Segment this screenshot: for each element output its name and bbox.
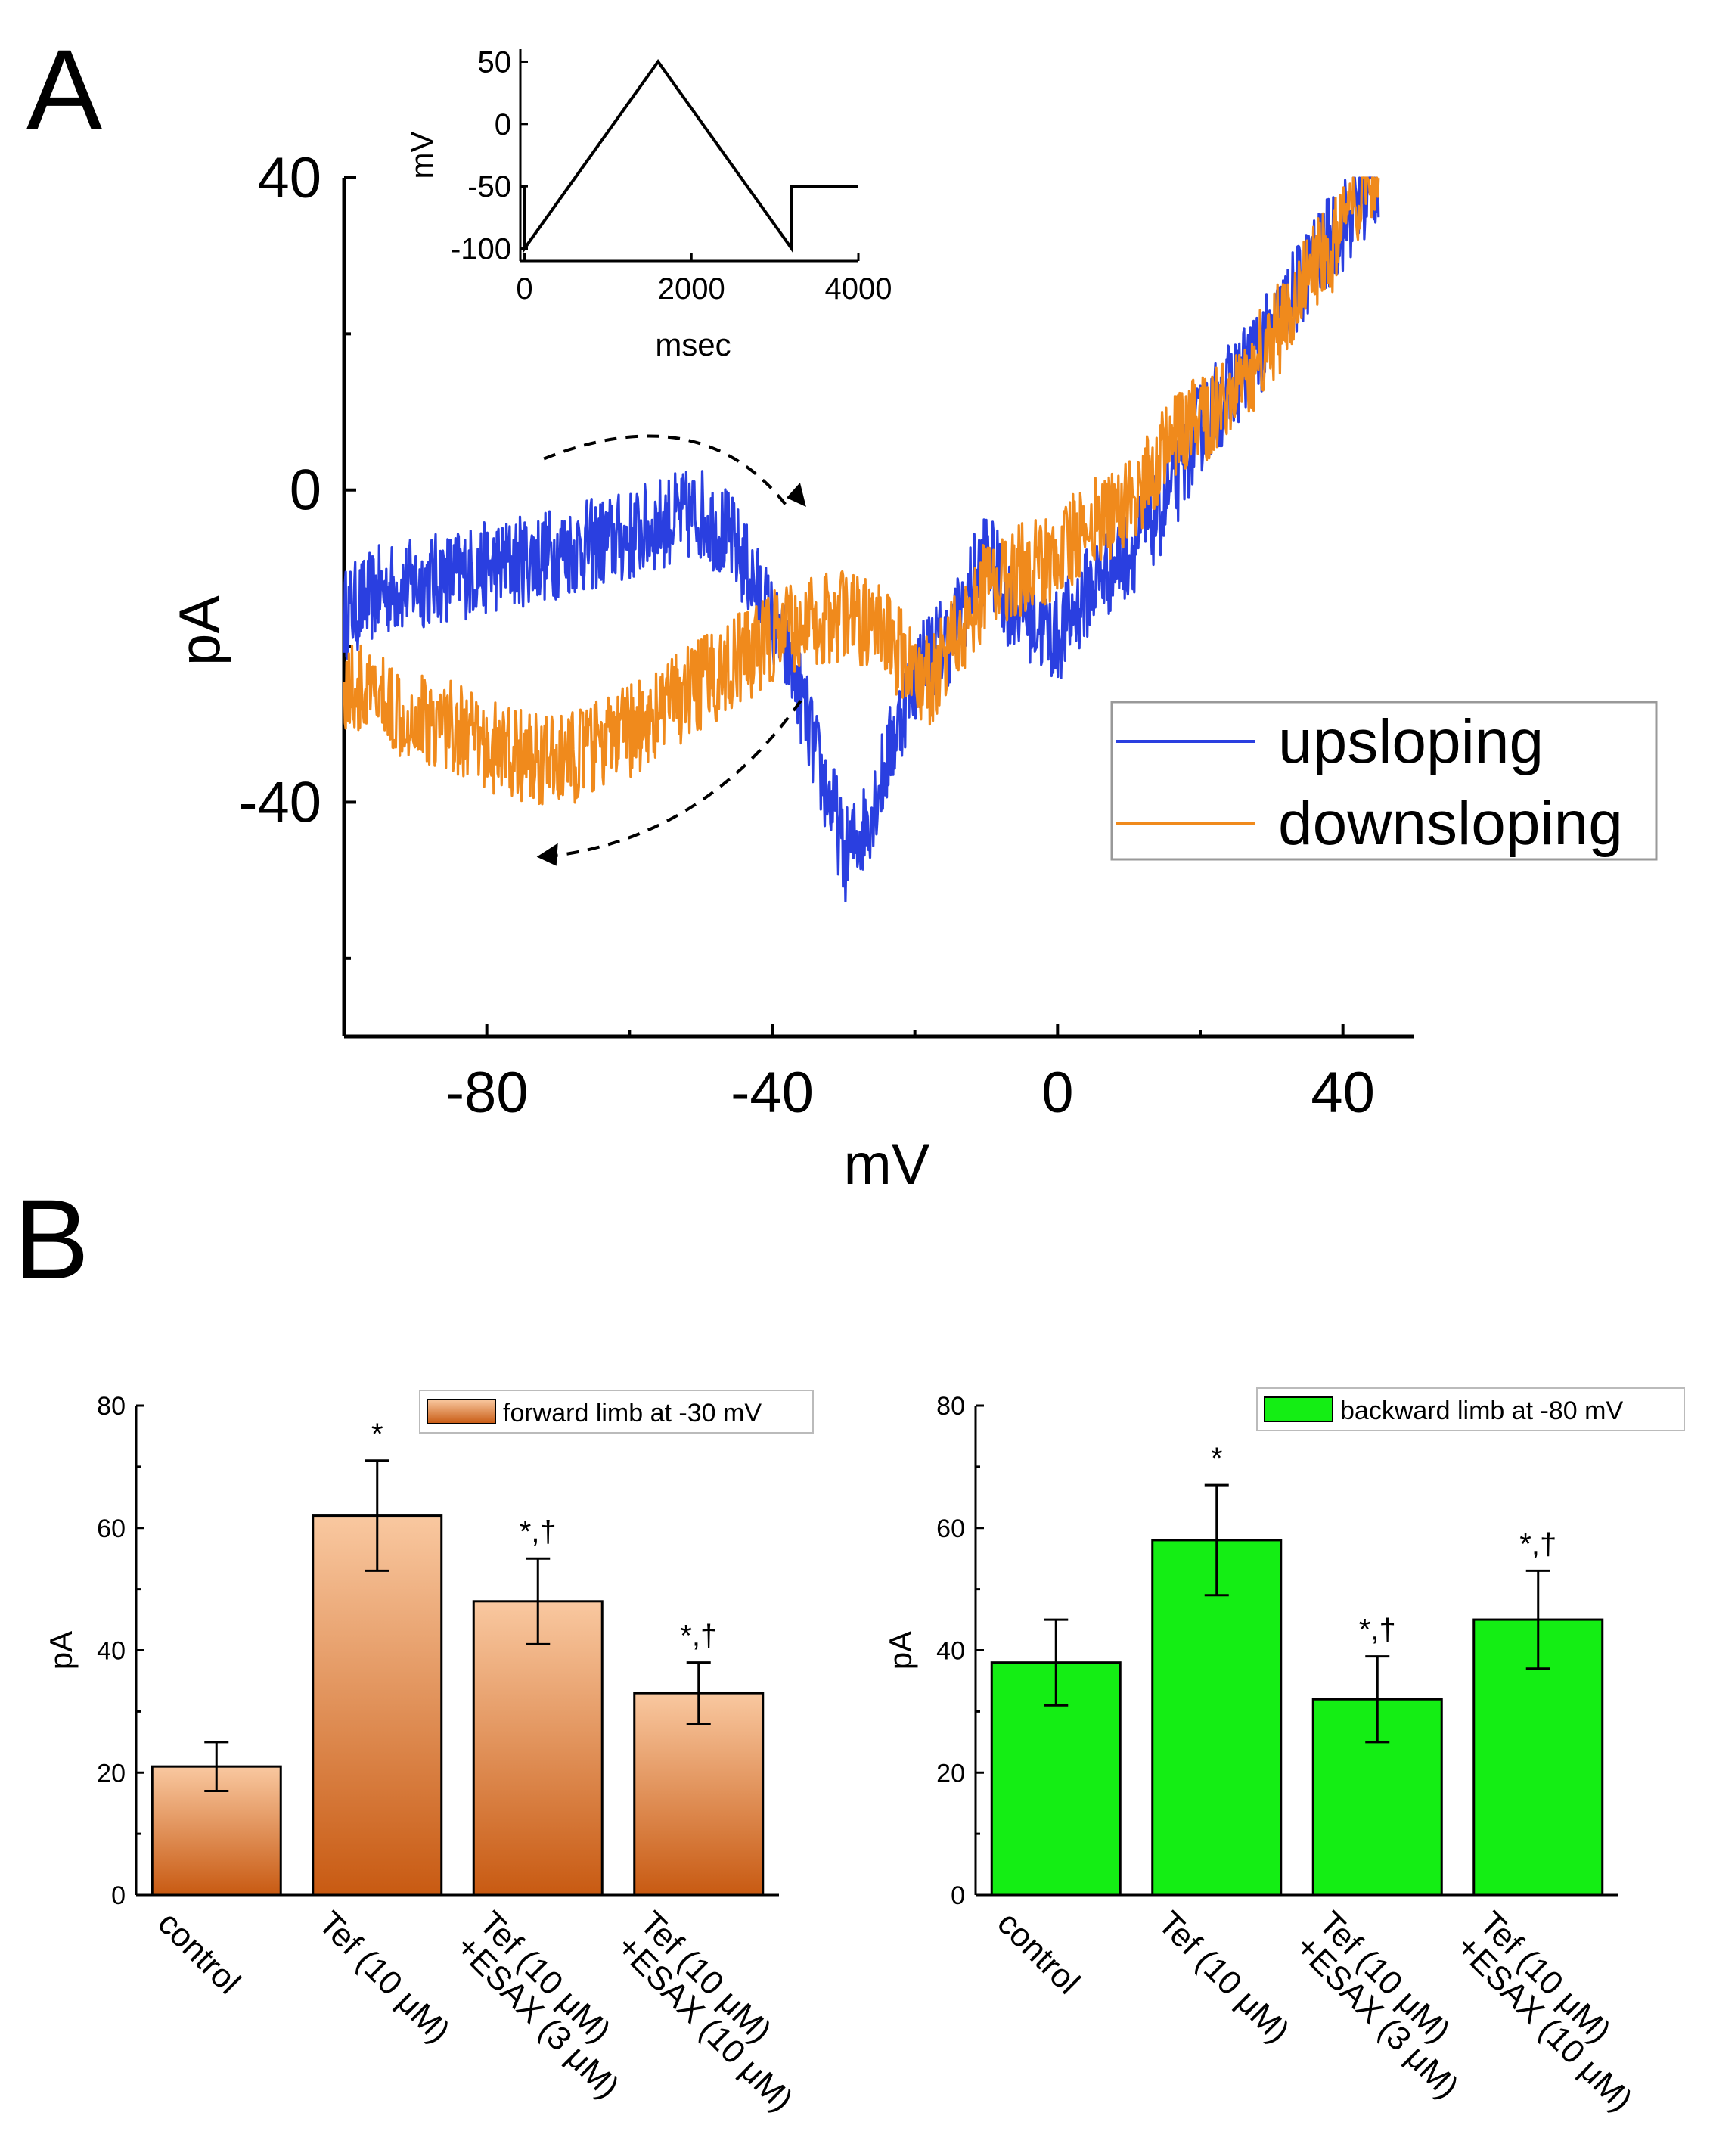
category-label: control	[990, 1904, 1087, 2001]
forward-arrow-head	[786, 483, 806, 508]
significance-marker: *	[371, 1418, 383, 1451]
y-axis-label: pA	[168, 595, 232, 666]
bar-y-tick-label: 20	[97, 1759, 126, 1788]
bar-legend: backward limb at -80 mV	[1256, 1387, 1685, 1431]
bar-y-tick-label: 0	[111, 1881, 126, 1910]
bar-y-tick-label: 60	[97, 1514, 126, 1543]
backward-arrow	[543, 700, 802, 859]
inset-x-axis-label: msec	[655, 327, 731, 362]
category-label: Tef (10 μM)+ESAX (10 μM)	[1449, 1904, 1663, 2118]
inset-x-tick-label: 0	[516, 272, 532, 306]
bar-legend-swatch	[427, 1399, 496, 1424]
bar-y-axis-label: pA	[43, 1631, 79, 1670]
bar-legend-box	[1256, 1387, 1685, 1431]
inset-x-tick-label: 4000	[825, 272, 892, 306]
y-tick-label: 0	[290, 458, 321, 523]
bar-legend-label: backward limb at -80 mV	[1340, 1396, 1623, 1425]
bar-y-tick-label: 20	[936, 1759, 965, 1788]
bar-y-tick-label: 60	[936, 1514, 965, 1543]
bar-y-tick-label: 80	[97, 1392, 126, 1421]
legend-label-downsloping: downsloping	[1278, 789, 1623, 858]
category-label: Tef (10 μM)+ESAX (3 μM)	[1288, 1904, 1489, 2105]
inset-y-tick-label: 0	[495, 108, 511, 141]
panel-a-label: A	[26, 26, 102, 153]
inset-protocol-chart: 0 2000 4000 50 0 -50 -100 msec mV	[404, 45, 892, 362]
inset-x-tick-label: 2000	[658, 272, 725, 306]
category-label-line: Tef (10 μM)	[312, 1904, 458, 2050]
backward-limb-bar-chart: 0 20 40 60 80 pA control * Tef (10 μM) *,† Tef (10…	[883, 1387, 1685, 2119]
x-axis-label: mV	[844, 1132, 930, 1197]
x-tick-label: 40	[1311, 1061, 1375, 1125]
bar	[472, 1600, 604, 1897]
legend-label-upsloping: upsloping	[1278, 707, 1544, 776]
bar-y-tick-label: 40	[936, 1637, 965, 1666]
bar-y-axis-label: pA	[883, 1631, 918, 1670]
y-tick-label: 40	[257, 146, 321, 210]
category-label: Tef (10 μM)+ESAX (3 μM)	[448, 1904, 650, 2105]
category-label: Tef (10 μM)	[1151, 1904, 1297, 2050]
bar-legend: forward limb at -30 mV	[419, 1390, 814, 1434]
forward-limb-bar-chart: 0 20 40 60 80 pA control * Tef (10 μM) *,† Tef (10…	[43, 1390, 824, 2119]
legend-box	[1110, 701, 1658, 861]
inset-y-tick-label: -50	[467, 170, 511, 203]
x-tick-label: 0	[1041, 1061, 1073, 1125]
significance-marker: *	[1211, 1442, 1223, 1475]
category-label-line: control	[151, 1904, 247, 2001]
bar-y-tick-label: 0	[951, 1881, 965, 1910]
panel-b-label: B	[14, 1176, 89, 1303]
category-label-line: Tef (10 μM)	[1151, 1904, 1297, 2050]
forward-arrow	[543, 434, 788, 507]
bar-y-tick-label: 80	[936, 1392, 965, 1421]
category-label-line: control	[990, 1904, 1087, 2001]
backward-arrow-head	[536, 843, 558, 866]
category-label: control	[151, 1904, 247, 2001]
significance-marker: *,†	[520, 1515, 557, 1549]
inset-y-tick-label: -100	[451, 233, 511, 266]
inset-y-tick-label: 50	[478, 45, 512, 79]
significance-marker: *,†	[1359, 1614, 1396, 1647]
significance-marker: *,†	[680, 1620, 717, 1653]
bar-y-tick-label: 40	[97, 1637, 126, 1666]
x-tick-label: -40	[731, 1061, 814, 1125]
downsloping-trace	[343, 176, 1380, 806]
bar	[633, 1692, 765, 1897]
inset-y-axis-label: mV	[404, 132, 439, 179]
x-tick-label: -80	[445, 1061, 529, 1125]
bar-legend-swatch	[1264, 1396, 1333, 1422]
category-label: Tef (10 μM)	[312, 1904, 458, 2050]
bar-legend-label: forward limb at -30 mV	[503, 1399, 762, 1427]
bar	[312, 1514, 443, 1897]
y-tick-label: -40	[238, 770, 321, 834]
inset-protocol-trace	[520, 59, 858, 253]
category-label: Tef (10 μM)+ESAX (10 μM)	[610, 1904, 824, 2118]
iv-curve-chart: -80 -40 0 40 40 0 -40 mV pA upsloping downsloping	[168, 146, 1658, 1197]
significance-marker: *,†	[1519, 1527, 1556, 1561]
iv-legend: upsloping downsloping	[1110, 701, 1658, 861]
